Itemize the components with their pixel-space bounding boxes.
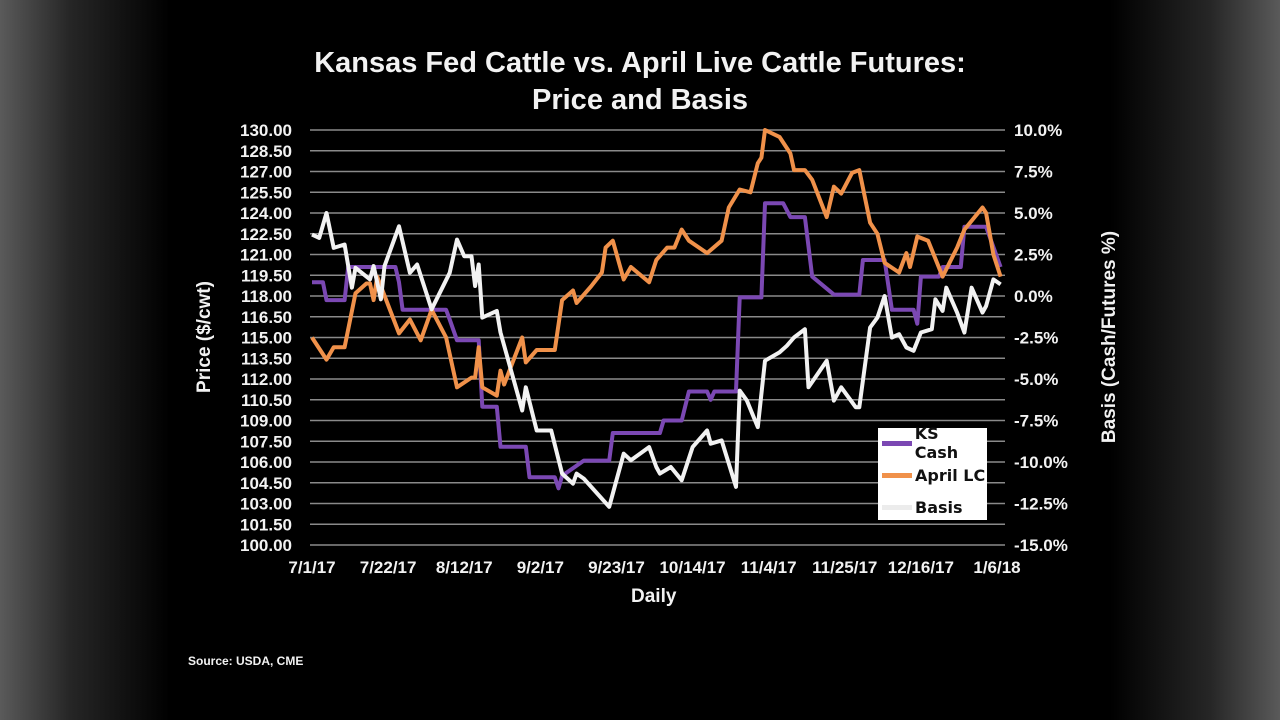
legend-label: April LC [915, 465, 986, 485]
y2-tick-label: -2.5% [1014, 329, 1058, 348]
series-line-basis [311, 211, 1002, 509]
y2-tick-label: 2.5% [1014, 246, 1053, 265]
legend-label: KS Cash [914, 424, 959, 462]
y2-tick-label: 5.0% [1014, 204, 1053, 223]
source-note: Source: USDA, CME [188, 654, 304, 668]
y-tick-label: 104.50 [240, 474, 292, 493]
y-tick-label: 101.50 [240, 515, 292, 534]
y-tick-label: 119.50 [241, 266, 292, 285]
legend-swatch [882, 472, 912, 478]
y-tick-label: 106.00 [240, 453, 292, 472]
series-line-ks-cash [312, 201, 1003, 491]
y-tick-label: 103.00 [240, 495, 292, 514]
legend-swatch [882, 504, 912, 510]
y2-tick-label: -15.0% [1014, 536, 1068, 555]
y-tick-label: 122.50 [240, 225, 292, 244]
x-tick-label: 11/4/17 [741, 558, 797, 577]
y-tick-label: 109.00 [240, 412, 292, 431]
legend: KS Cash April LC Basis [878, 424, 987, 522]
y-tick-label: 115.00 [241, 329, 292, 348]
y-tick-label: 127.00 [240, 163, 292, 182]
y2-axis-label: Basis (Cash/Futures %) [1099, 230, 1120, 444]
x-tick-label: 9/23/17 [588, 558, 645, 577]
y2-tick-label: 0.0% [1014, 287, 1053, 306]
y-tick-label: 107.50 [240, 432, 292, 451]
series-line-april-lc [310, 128, 1003, 398]
y2-tick-label: 7.5% [1014, 163, 1053, 182]
y2-tick-label: -5.0% [1014, 370, 1058, 389]
x-tick-label: 12/16/17 [888, 558, 954, 577]
x-tick-label: 7/1/17 [288, 558, 335, 577]
x-tick-label: 1/6/18 [973, 558, 1020, 577]
y-axis-label: Price ($/cwt) [194, 281, 215, 393]
chart-title: Kansas Fed Cattle vs. April Live Cattle … [314, 47, 966, 79]
chart-subtitle: Price and Basis [532, 84, 748, 116]
x-tick-label: 9/2/17 [517, 558, 564, 577]
y-tick-label: 128.50 [240, 142, 292, 161]
x-axis-label: Daily [631, 586, 677, 607]
legend-label: Basis [915, 497, 963, 517]
legend-item-basis: Basis [882, 492, 963, 522]
x-tick-label: 11/25/17 [812, 558, 877, 577]
x-tick-label: 10/14/17 [659, 558, 725, 577]
y-tick-label: 100.00 [240, 536, 292, 555]
y2-tick-label: -12.5% [1014, 495, 1068, 514]
y2-tick-label: -10.0% [1014, 453, 1068, 472]
y2-tick-label: 10.0% [1014, 121, 1062, 140]
y-tick-label: 124.00 [240, 204, 292, 223]
y-tick-label: 112.00 [241, 370, 292, 389]
y-tick-label: 110.50 [241, 391, 292, 410]
legend-item-april-lc: April LC [882, 460, 985, 490]
x-tick-label: 8/12/17 [436, 558, 493, 577]
legend-swatch [882, 440, 912, 446]
y-tick-label: 116.50 [241, 308, 292, 327]
y-tick-label: 125.50 [240, 183, 292, 202]
y-tick-label: 113.50 [241, 349, 292, 368]
x-tick-label: 7/22/17 [360, 558, 417, 577]
y-tick-label: 118.00 [241, 287, 292, 306]
y-tick-label: 121.00 [240, 246, 292, 265]
y2-tick-label: -7.5% [1014, 412, 1058, 431]
y-tick-label: 130.00 [240, 121, 292, 140]
legend-item-ks-cash: KS Cash [882, 424, 987, 462]
